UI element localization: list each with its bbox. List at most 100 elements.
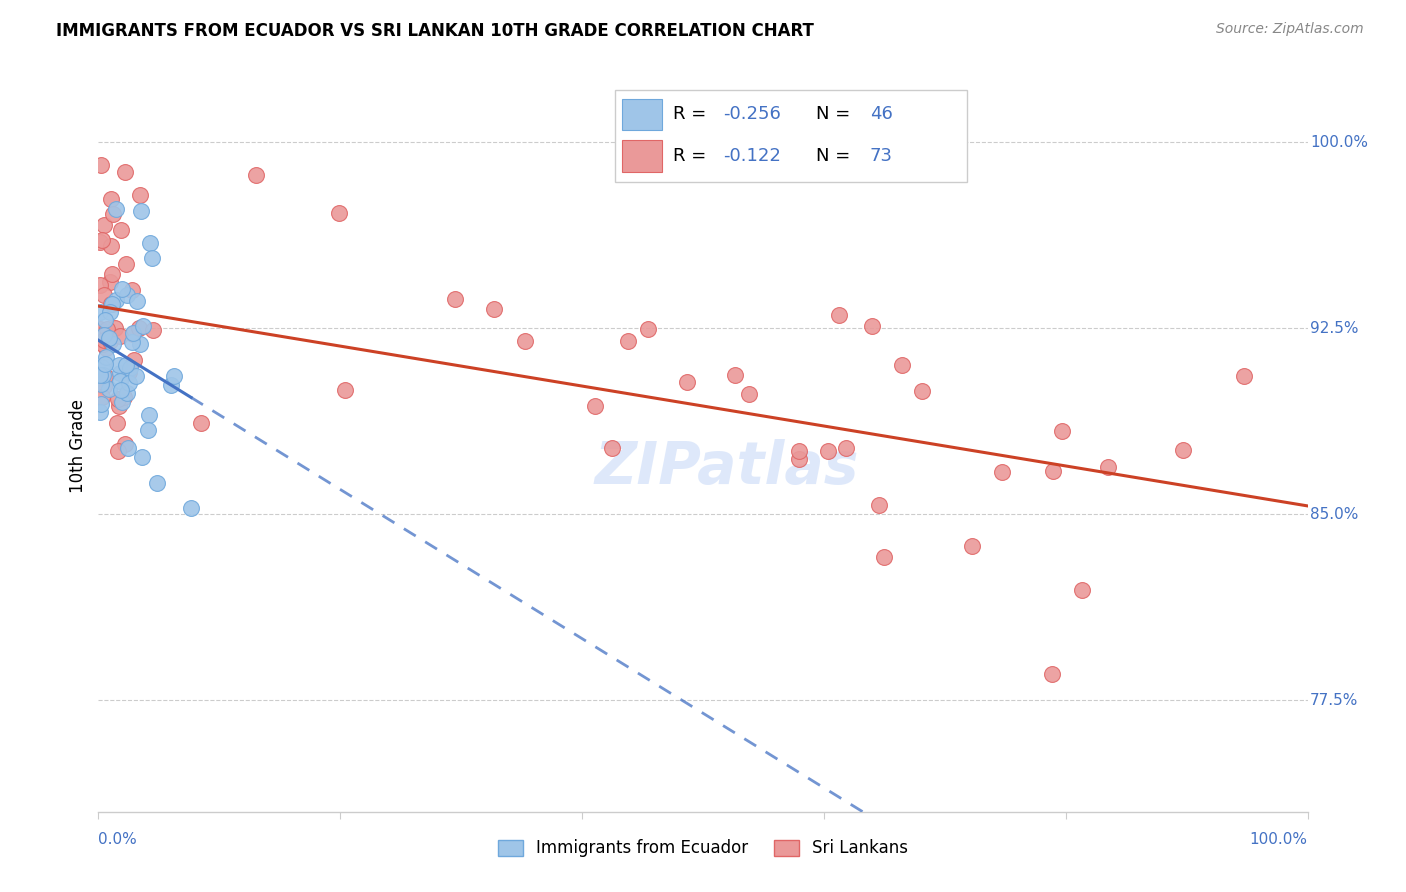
Point bbox=[890, 358, 912, 372]
Point bbox=[128, 187, 150, 202]
Point bbox=[89, 322, 111, 336]
Point bbox=[122, 326, 145, 341]
Point bbox=[637, 322, 659, 336]
Point bbox=[100, 238, 122, 252]
Point bbox=[105, 416, 128, 430]
Text: N =: N = bbox=[815, 105, 856, 123]
Text: -0.122: -0.122 bbox=[723, 146, 780, 165]
Point bbox=[93, 288, 115, 302]
Point bbox=[141, 251, 163, 265]
Text: R =: R = bbox=[672, 146, 711, 165]
Point bbox=[962, 539, 984, 553]
Point bbox=[94, 369, 117, 384]
Point bbox=[583, 399, 606, 413]
Point bbox=[93, 378, 115, 392]
Text: 0.0%: 0.0% bbox=[98, 831, 138, 847]
Point bbox=[98, 275, 121, 289]
Point bbox=[1040, 666, 1063, 681]
Point bbox=[114, 436, 136, 450]
Point bbox=[115, 256, 138, 270]
Legend: Immigrants from Ecuador, Sri Lankans: Immigrants from Ecuador, Sri Lankans bbox=[489, 830, 917, 865]
Point bbox=[991, 466, 1014, 480]
Point bbox=[100, 192, 122, 206]
Point bbox=[110, 383, 132, 397]
Point bbox=[159, 377, 181, 392]
Point bbox=[115, 358, 138, 372]
Point bbox=[100, 296, 122, 310]
Point bbox=[1097, 459, 1119, 474]
Point bbox=[163, 368, 186, 383]
Point bbox=[108, 374, 131, 388]
Point bbox=[93, 328, 115, 343]
Point bbox=[602, 441, 624, 455]
Point bbox=[180, 500, 202, 515]
Point bbox=[738, 386, 761, 401]
Point bbox=[94, 341, 117, 355]
Point bbox=[513, 334, 536, 348]
Point bbox=[89, 235, 111, 249]
Point bbox=[108, 328, 131, 343]
Point bbox=[90, 377, 112, 392]
FancyBboxPatch shape bbox=[616, 90, 966, 182]
Text: R =: R = bbox=[672, 105, 711, 123]
Point bbox=[118, 376, 141, 390]
Point bbox=[132, 318, 155, 333]
Point bbox=[835, 441, 858, 455]
Point bbox=[131, 450, 153, 464]
Point bbox=[94, 312, 117, 326]
Point bbox=[89, 404, 111, 418]
Text: -0.256: -0.256 bbox=[723, 105, 780, 123]
Point bbox=[122, 326, 145, 340]
Text: N =: N = bbox=[815, 146, 856, 165]
Point bbox=[1233, 369, 1256, 384]
Point bbox=[142, 323, 165, 337]
Point bbox=[110, 223, 132, 237]
Point bbox=[101, 337, 124, 351]
Point bbox=[146, 475, 169, 490]
Point bbox=[122, 353, 145, 368]
Point bbox=[94, 357, 117, 371]
Point bbox=[114, 365, 136, 379]
Point bbox=[1042, 465, 1064, 479]
Point bbox=[817, 443, 839, 458]
Point bbox=[97, 331, 120, 345]
Point bbox=[108, 366, 131, 380]
Point bbox=[1071, 582, 1094, 597]
Point bbox=[1050, 424, 1073, 438]
Point bbox=[91, 360, 114, 375]
Point bbox=[121, 334, 143, 349]
Point bbox=[787, 443, 810, 458]
Point bbox=[873, 549, 896, 564]
Point bbox=[111, 282, 134, 296]
Point bbox=[617, 334, 640, 349]
Point bbox=[89, 305, 111, 319]
Point bbox=[482, 301, 505, 316]
Point bbox=[333, 383, 356, 397]
Text: Source: ZipAtlas.com: Source: ZipAtlas.com bbox=[1216, 22, 1364, 37]
Point bbox=[129, 203, 152, 218]
Point bbox=[139, 235, 162, 250]
Point bbox=[860, 318, 883, 333]
Point bbox=[128, 321, 150, 335]
Point bbox=[111, 395, 134, 409]
Text: 73: 73 bbox=[870, 146, 893, 165]
Point bbox=[245, 168, 267, 182]
Point bbox=[114, 165, 136, 179]
Point bbox=[328, 205, 350, 219]
Text: 92.5%: 92.5% bbox=[1310, 321, 1358, 335]
Point bbox=[93, 219, 115, 233]
Point bbox=[190, 416, 212, 430]
Y-axis label: 10th Grade: 10th Grade bbox=[69, 399, 87, 493]
Point bbox=[724, 368, 747, 382]
Text: 46: 46 bbox=[870, 105, 893, 123]
Point bbox=[98, 334, 121, 348]
Point bbox=[96, 322, 118, 336]
Point bbox=[107, 443, 129, 458]
Point bbox=[868, 498, 890, 512]
Point bbox=[107, 392, 129, 406]
Point bbox=[93, 334, 115, 348]
Point bbox=[98, 305, 121, 319]
Bar bbox=[623, 140, 662, 171]
Point bbox=[127, 294, 149, 309]
Point bbox=[911, 384, 934, 398]
